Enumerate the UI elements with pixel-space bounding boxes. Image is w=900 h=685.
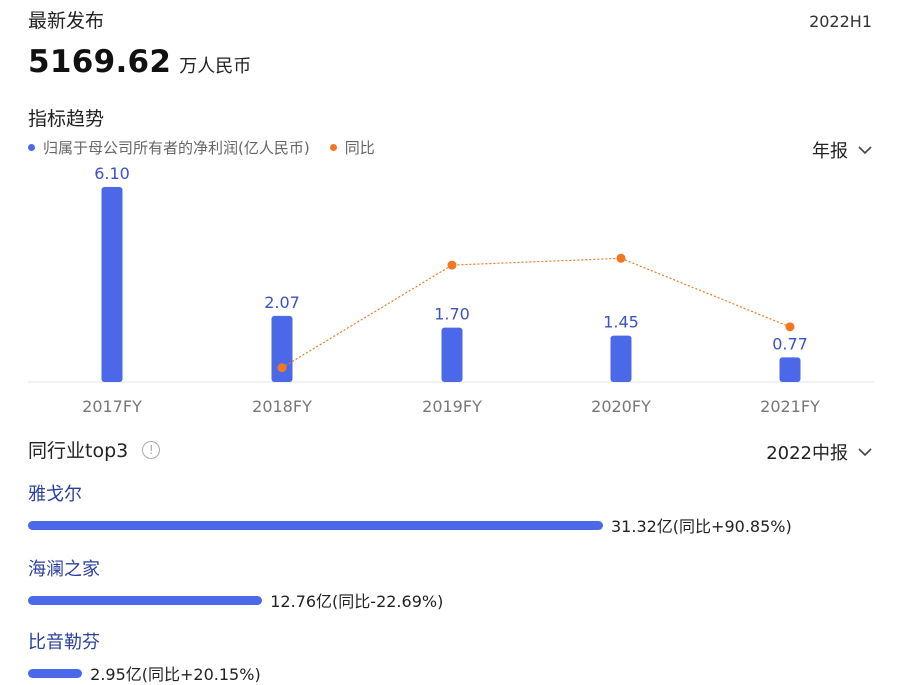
peer-row: 31.32亿(同比+90.85%): [28, 513, 792, 537]
x-tick-label: 2020FY: [591, 397, 651, 416]
peer-value: 31.32亿(同比+90.85%): [611, 517, 792, 536]
yoy-line: [281, 257, 791, 369]
x-tick-label: 2018FY: [252, 397, 312, 416]
peer-row: 12.76亿(同比-22.69%): [28, 588, 443, 612]
bar-2020FY[interactable]: [610, 335, 632, 382]
latest-value: 5169.62: [28, 44, 172, 80]
yoy-point[interactable]: [785, 322, 795, 332]
bar-value-label: 1.70: [434, 305, 470, 324]
section-title-peers: 同行业top3: [28, 440, 129, 462]
bar-value-label: 1.45: [603, 313, 639, 332]
info-icon[interactable]: !: [142, 440, 161, 459]
bar-value-label: 0.77: [772, 334, 808, 353]
peers-period-value: 2022中报: [766, 443, 848, 464]
peer-row: 2.95亿(同比+20.15%): [28, 661, 261, 685]
x-tick-label: 2019FY: [422, 397, 482, 416]
chevron-down-icon: [858, 448, 872, 457]
x-tick-label: 2017FY: [82, 397, 142, 416]
peer-bar: [28, 668, 83, 678]
bar-2021FY[interactable]: [779, 357, 801, 382]
trend-period-value: 年报: [812, 141, 848, 162]
chevron-down-icon: [858, 146, 872, 155]
legend-bar-dot: [28, 144, 35, 151]
peers-title-row: 同行业top3 !: [28, 436, 161, 463]
latest-value-row: 5169.62 万人民币: [28, 44, 251, 80]
section-title-trend: 指标趋势: [28, 108, 105, 130]
yoy-point[interactable]: [616, 253, 626, 263]
peer-bar: [28, 520, 603, 530]
bar-2019FY[interactable]: [441, 327, 463, 382]
peer-bar: [28, 595, 263, 605]
peers-period-dropdown[interactable]: 2022中报: [766, 439, 872, 465]
bar-value-label: 6.10: [94, 164, 130, 183]
legend-line-dot: [329, 144, 337, 151]
peer-name[interactable]: 雅戈尔: [28, 484, 82, 505]
bar-2017FY[interactable]: [101, 187, 123, 382]
legend-bar-label: 归属于母公司所有者的净利润(亿人民币): [43, 139, 310, 157]
trend-period-dropdown[interactable]: 年报: [812, 137, 872, 163]
legend-line-label: 同比: [344, 139, 375, 157]
yoy-point[interactable]: [447, 260, 457, 270]
peer-value: 2.95亿(同比+20.15%): [90, 665, 261, 684]
x-tick-label: 2021FY: [760, 397, 820, 416]
bar-value-label: 2.07: [264, 293, 300, 312]
latest-unit: 万人民币: [179, 56, 252, 77]
yoy-point[interactable]: [277, 363, 287, 373]
peer-name[interactable]: 海澜之家: [28, 559, 100, 580]
bar-2018FY[interactable]: [271, 315, 293, 382]
chart-legend: 归属于母公司所有者的净利润(亿人民币) 同比: [28, 137, 375, 158]
peer-value: 12.76亿(同比-22.69%): [270, 592, 444, 611]
peer-name[interactable]: 比音勒芬: [28, 632, 100, 653]
section-title-latest: 最新发布: [28, 10, 105, 32]
trend-chart: 6.10 2.07 1.70 1.45 0.77 2017FY 2018FY 2019FY 20…: [28, 164, 874, 416]
latest-period: 2022H1: [809, 12, 872, 31]
